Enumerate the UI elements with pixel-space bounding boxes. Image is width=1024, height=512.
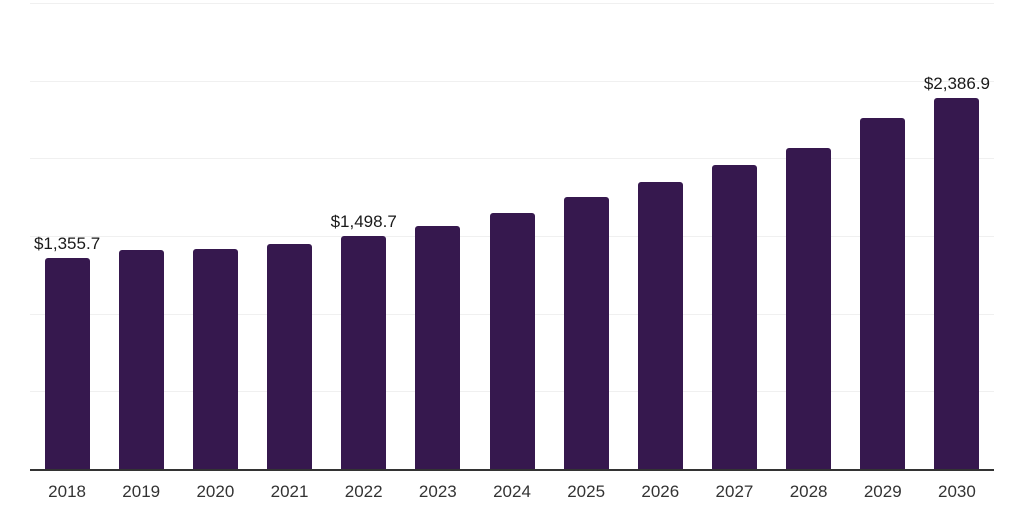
value-label-2030: $2,386.9 bbox=[923, 74, 991, 94]
bar-2019 bbox=[118, 250, 164, 469]
x-tick-2026: 2026 bbox=[641, 482, 680, 501]
x-tick-2029: 2029 bbox=[863, 482, 902, 501]
bar-2024 bbox=[489, 213, 535, 469]
bar-2029 bbox=[860, 117, 906, 469]
x-tick-2018: 2018 bbox=[48, 482, 86, 501]
plot-area: $1,355.7 $1,498.7 $2,386.9 bbox=[30, 3, 994, 471]
bar-2025 bbox=[563, 196, 609, 469]
x-tick-2030: 2030 bbox=[938, 482, 976, 501]
x-tick-2028: 2028 bbox=[789, 482, 828, 501]
value-label-2022: $1,498.7 bbox=[330, 212, 397, 232]
x-tick-2027: 2027 bbox=[715, 482, 754, 501]
bar-2026 bbox=[637, 182, 683, 469]
x-tick-2022: 2022 bbox=[344, 482, 383, 501]
bar-2030 bbox=[934, 98, 980, 469]
gridline-2000 bbox=[30, 158, 994, 160]
x-tick-2025: 2025 bbox=[567, 482, 606, 501]
value-label-2018: $1,355.7 bbox=[33, 234, 101, 254]
bar-2028 bbox=[786, 147, 832, 469]
x-tick-2024: 2024 bbox=[493, 482, 531, 501]
gridline-2500 bbox=[30, 80, 994, 82]
bar-2018 bbox=[44, 258, 90, 469]
bar-2022 bbox=[341, 236, 387, 469]
bar-2021 bbox=[267, 244, 313, 469]
x-tick-2023: 2023 bbox=[418, 482, 457, 501]
bar-2023 bbox=[415, 225, 461, 469]
bar-2020 bbox=[192, 249, 238, 469]
x-tick-2020: 2020 bbox=[196, 482, 235, 501]
bar-2027 bbox=[711, 165, 757, 469]
x-tick-2021: 2021 bbox=[270, 482, 309, 501]
gridline-3000 bbox=[30, 3, 994, 4]
x-tick-2019: 2019 bbox=[122, 482, 161, 501]
